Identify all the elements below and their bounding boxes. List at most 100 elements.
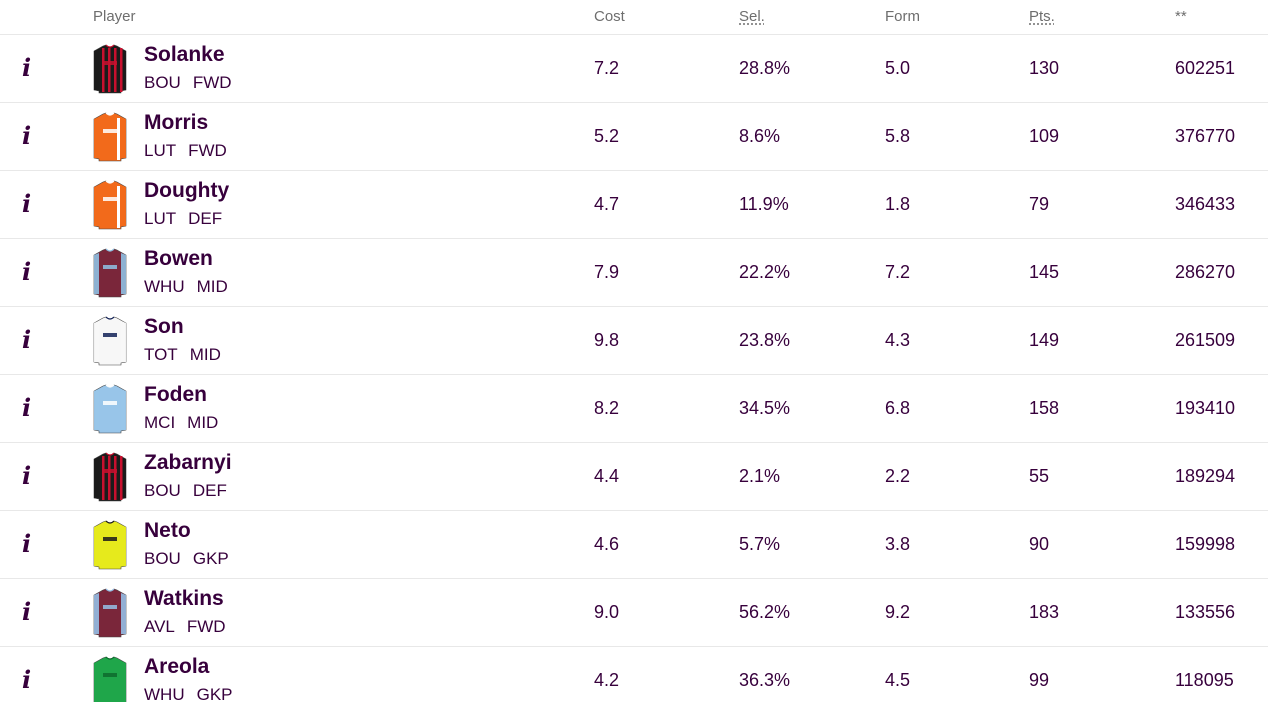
player-meta: BOU GKP (144, 549, 229, 569)
team-shirt-icon (93, 180, 127, 230)
points-cell: 183 (1029, 602, 1060, 622)
player-name[interactable]: Solanke (144, 43, 225, 66)
table-row[interactable]: i Bowen WHU MID 7.9 22.2% 7.2 145 286270 (0, 239, 1268, 307)
table-row[interactable]: i Doughty LUT DEF 4.7 11.9% 1.8 79 346433 (0, 171, 1268, 239)
header-player[interactable]: Player (93, 8, 136, 25)
player-team: WHU (144, 685, 185, 702)
header-selected[interactable]: Sel. (739, 8, 765, 25)
team-shirt-icon (93, 316, 127, 366)
player-name[interactable]: Neto (144, 519, 191, 542)
player-name[interactable]: Doughty (144, 179, 230, 202)
cost-cell: 4.4 (594, 466, 620, 486)
team-shirt-icon (93, 248, 127, 298)
info-icon[interactable]: i (22, 597, 32, 626)
selected-cell: 28.8% (739, 58, 791, 78)
header-cost[interactable]: Cost (594, 8, 625, 25)
table-row[interactable]: i Son TOT MID 9.8 23.8% 4.3 149 261509 (0, 307, 1268, 375)
player-name[interactable]: Watkins (144, 587, 224, 610)
table-header: Player Cost Sel. Form Pts. ** (0, 0, 1268, 35)
table-row[interactable]: i Watkins AVL FWD 9.0 56.2% 9.2 183 133556 (0, 579, 1268, 647)
player-team: TOT (144, 345, 178, 364)
team-shirt-icon (93, 520, 127, 570)
header-points[interactable]: Pts. (1029, 8, 1055, 25)
points-cell: 109 (1029, 126, 1060, 146)
player-meta: TOT MID (144, 345, 221, 365)
table-row[interactable]: i Areola WHU GKP 4.2 36.3% 4.5 99 118095 (0, 647, 1268, 702)
form-cell: 4.5 (885, 670, 911, 690)
form-cell: 2.2 (885, 466, 911, 486)
form-cell: 1.8 (885, 194, 911, 214)
player-meta: BOU DEF (144, 481, 227, 501)
stat-cell: 189294 (1175, 466, 1236, 486)
info-icon[interactable]: i (22, 461, 32, 490)
form-cell: 7.2 (885, 262, 911, 282)
info-icon[interactable]: i (22, 325, 32, 354)
player-position: DEF (192, 481, 227, 500)
player-name[interactable]: Son (144, 315, 184, 338)
player-name[interactable]: Bowen (144, 247, 213, 270)
stat-cell: 261509 (1175, 330, 1236, 350)
player-team: BOU (144, 549, 181, 568)
form-cell: 4.3 (885, 330, 911, 350)
player-name[interactable]: Zabarnyi (144, 451, 232, 474)
info-icon[interactable]: i (22, 529, 32, 558)
info-icon[interactable]: i (22, 665, 32, 694)
selected-cell: 11.9% (739, 194, 789, 214)
info-icon[interactable]: i (22, 53, 32, 82)
player-team: AVL (144, 617, 175, 636)
player-team: BOU (144, 73, 181, 92)
player-team: MCI (144, 413, 176, 432)
selected-cell: 34.5% (739, 398, 791, 418)
form-cell: 5.8 (885, 126, 911, 146)
table-row[interactable]: i Foden MCI MID 8.2 34.5% 6.8 158 193410 (0, 375, 1268, 443)
selected-cell: 5.7% (739, 534, 781, 554)
player-name[interactable]: Foden (144, 383, 207, 406)
header-form[interactable]: Form (885, 8, 920, 25)
player-position: GKP (192, 549, 229, 568)
selected-cell: 2.1% (739, 466, 781, 486)
player-position: MID (196, 277, 228, 296)
player-meta: WHU MID (144, 277, 228, 297)
table-row[interactable]: i Zabarnyi BOU DEF 4.4 2.1% 2.2 55 189294 (0, 443, 1268, 511)
player-position: FWD (188, 141, 227, 160)
player-team: BOU (144, 481, 181, 500)
form-cell: 3.8 (885, 534, 911, 554)
points-cell: 79 (1029, 194, 1050, 214)
player-team: WHU (144, 277, 185, 296)
team-shirt-icon (93, 112, 127, 162)
table-row[interactable]: i Solanke BOU FWD 7.2 28.8% 5.0 130 602251 (0, 35, 1268, 103)
player-position: GKP (196, 685, 233, 702)
player-name[interactable]: Areola (144, 655, 210, 678)
info-icon[interactable]: i (22, 257, 32, 286)
points-cell: 55 (1029, 466, 1050, 486)
player-position: FWD (186, 617, 226, 636)
player-meta: BOU FWD (144, 73, 232, 93)
info-icon[interactable]: i (22, 189, 32, 218)
team-shirt-icon (93, 384, 127, 434)
player-name[interactable]: Morris (144, 111, 209, 134)
player-meta: LUT FWD (144, 141, 227, 161)
points-cell: 149 (1029, 330, 1060, 350)
table-row[interactable]: i Morris LUT FWD 5.2 8.6% 5.8 109 376770 (0, 103, 1268, 171)
cost-cell: 4.2 (594, 670, 620, 690)
info-icon[interactable]: i (22, 393, 32, 422)
cost-cell: 9.8 (594, 330, 620, 350)
team-shirt-icon (93, 588, 127, 638)
player-meta: MCI MID (144, 413, 218, 433)
stat-cell: 159998 (1175, 534, 1236, 554)
team-shirt-icon (93, 656, 127, 702)
stat-cell: 602251 (1175, 58, 1236, 78)
player-position: FWD (192, 73, 232, 92)
header-stat[interactable]: ** (1175, 8, 1187, 25)
points-cell: 158 (1029, 398, 1060, 418)
cost-cell: 7.9 (594, 262, 620, 282)
info-icon[interactable]: i (22, 121, 32, 150)
points-cell: 99 (1029, 670, 1050, 690)
table-row[interactable]: i Neto BOU GKP 4.6 5.7% 3.8 90 159998 (0, 511, 1268, 579)
team-shirt-icon (93, 44, 127, 94)
cost-cell: 5.2 (594, 126, 620, 146)
team-shirt-icon (93, 452, 127, 502)
stat-cell: 346433 (1175, 194, 1236, 214)
player-team: LUT (144, 209, 177, 228)
